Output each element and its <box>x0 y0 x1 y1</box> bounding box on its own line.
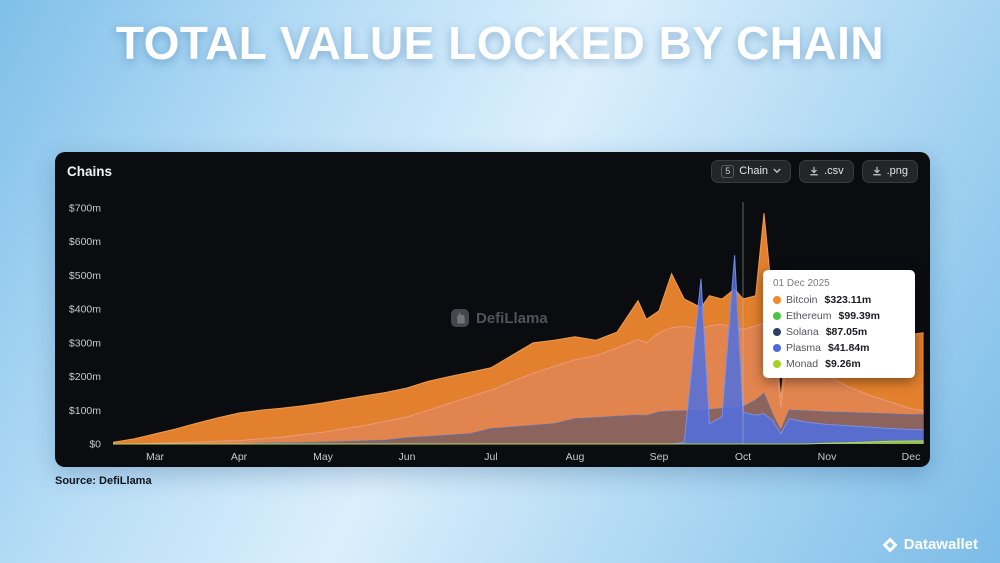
panel-header: Chains 5 Chain .csv .png <box>55 152 930 190</box>
y-tick-label: $700m <box>69 203 101 215</box>
tooltip-chain-value: $87.05m <box>825 326 868 338</box>
y-tick-label: $300m <box>69 337 101 349</box>
tooltip-chain-name: Ethereum <box>786 310 832 322</box>
x-tick-label: Aug <box>566 451 585 463</box>
area-series-monad <box>113 440 924 444</box>
datawallet-brand: Datawallet <box>882 536 978 553</box>
y-tick-label: $500m <box>69 270 101 282</box>
brand-label: Datawallet <box>903 536 978 553</box>
x-tick-label: Sep <box>650 451 669 463</box>
x-tick-label: Nov <box>818 451 837 463</box>
tooltip-chain-value: $41.84m <box>828 342 870 354</box>
y-tick-label: $600m <box>69 236 101 248</box>
y-tick-label: $400m <box>69 304 101 316</box>
x-tick-label: Jul <box>484 451 497 463</box>
ethereum-legend-dot <box>773 312 781 320</box>
tooltip-chain-value: $323.11m <box>824 294 872 306</box>
tooltip-row: Ethereum $99.39m <box>773 310 905 322</box>
chain-select-button[interactable]: 5 Chain <box>711 159 792 183</box>
y-tick-label: $0 <box>89 439 101 451</box>
x-tick-label: Dec <box>902 451 921 463</box>
tooltip-row: Plasma $41.84m <box>773 342 905 354</box>
line-series-solana <box>113 392 924 445</box>
x-tick-label: Jun <box>399 451 416 463</box>
tooltip-chain-name: Monad <box>786 358 819 370</box>
tooltip-chain-name: Bitcoin <box>786 294 818 306</box>
x-tick-label: May <box>313 451 334 463</box>
tooltip-chain-name: Plasma <box>786 342 822 354</box>
tvl-area-chart[interactable]: $0 $100m $200m $300m $400m $500m $600m $700m Mar… <box>55 188 930 464</box>
datawallet-icon <box>882 537 898 552</box>
line-series-ethereum <box>113 321 924 445</box>
monad-legend-dot <box>773 360 781 368</box>
tooltip-date: 01 Dec 2025 <box>773 278 830 289</box>
csv-button-label: .csv <box>824 164 844 177</box>
tooltip-row: Bitcoin $323.11m <box>773 294 905 306</box>
page-title: TOTAL VALUE LOCKED BY CHAIN <box>115 17 885 69</box>
tooltip-chain-name: Solana <box>786 326 819 338</box>
tooltip-chain-value: $99.39m <box>838 310 880 322</box>
chart-panel: Chains 5 Chain .csv .png $0 $100m $200m $30… <box>55 152 930 467</box>
y-tick-label: $100m <box>69 405 101 417</box>
bitcoin-legend-dot <box>773 296 781 304</box>
solana-legend-dot <box>773 328 781 336</box>
chart-tooltip: 01 Dec 2025 Bitcoin $323.11m Ethereum $99.3… <box>763 270 915 378</box>
download-icon <box>810 166 818 176</box>
download-csv-button[interactable]: .csv <box>799 159 854 183</box>
chevron-down-icon <box>773 168 781 174</box>
panel-heading: Chains <box>67 163 113 179</box>
chart-toolbar: 5 Chain .csv .png <box>711 159 918 183</box>
plasma-legend-dot <box>773 344 781 352</box>
source-attribution: Source: DefiLlama <box>55 475 152 487</box>
chain-count-badge: 5 <box>721 164 735 178</box>
x-tick-label: Oct <box>735 451 751 463</box>
x-tick-label: Mar <box>146 451 165 463</box>
y-tick-label: $200m <box>69 371 101 383</box>
tooltip-chain-value: $9.26m <box>825 358 861 370</box>
x-tick-label: Apr <box>231 451 248 463</box>
line-series-monad <box>113 440 924 445</box>
png-button-label: .png <box>886 164 908 177</box>
download-icon <box>872 166 881 176</box>
chain-select-label: Chain <box>739 164 769 177</box>
tooltip-row: Monad $9.26m <box>773 358 905 370</box>
download-png-button[interactable]: .png <box>861 159 918 183</box>
tooltip-row: Solana $87.05m <box>773 326 905 338</box>
chart-tooltip-rows: Bitcoin $323.11m Ethereum $99.39m Solana $87.… <box>773 294 905 370</box>
